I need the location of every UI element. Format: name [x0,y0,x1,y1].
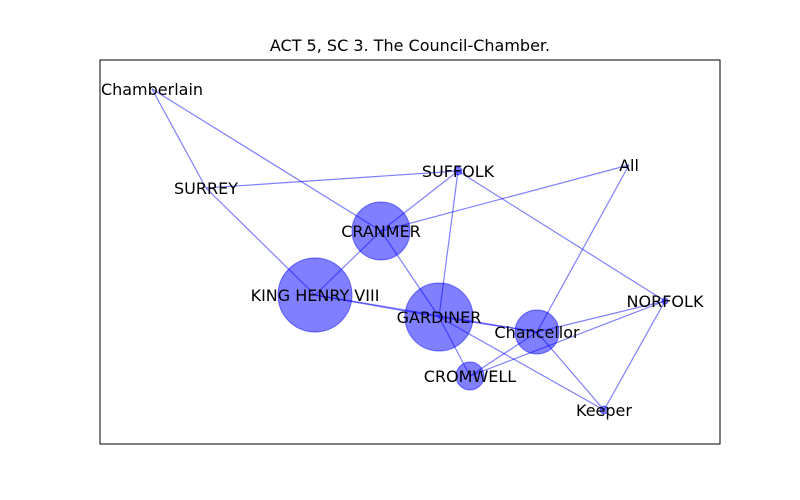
node-chancellor [514,309,560,355]
node-label-keeper: Keeper [576,401,632,420]
figure-title: ACT 5, SC 3. The Council-Chamber. [270,36,550,55]
node-gardiner [404,282,474,352]
node-label-all: All [619,156,639,175]
node-label-cranmer: CRANMER [341,222,421,241]
node-keeper [599,405,609,415]
edge-norfolk-cromwell [469,300,666,377]
node-suffolk [453,166,463,176]
edge-all-cranmer [380,164,630,232]
node-norfolk [661,297,669,305]
edge-chamberlain-cranmer [151,88,382,232]
edge-all-chancellor [536,164,630,333]
edges-layer [151,88,666,411]
node-label-suffolk: SUFFOLK [422,162,495,181]
node-label-chancellor: Chancellor [494,323,580,342]
edge-surrey-suffolk [205,170,459,189]
node-label-cromwell: CROMWELL [424,367,517,386]
node-label-king: KING HENRY VIII [251,286,380,305]
nodes-layer [277,166,669,415]
plot-frame [99,59,721,445]
node-label-chamberlain: Chamberlain [101,80,203,99]
node-king [277,257,353,333]
edge-chamberlain-surrey [151,88,207,189]
edge-norfolk-keeper [603,300,666,411]
node-cranmer [351,201,411,261]
labels-layer: Chamberlain SURREY SUFFOLK All CRANMER KING H… [101,80,704,420]
node-cromwell [455,361,485,391]
edge-suffolk-norfolk [457,170,666,302]
node-label-gardiner: GARDINER [397,308,482,327]
node-label-norfolk: NORFOLK [627,292,704,311]
node-label-surrey: SURREY [174,179,238,198]
